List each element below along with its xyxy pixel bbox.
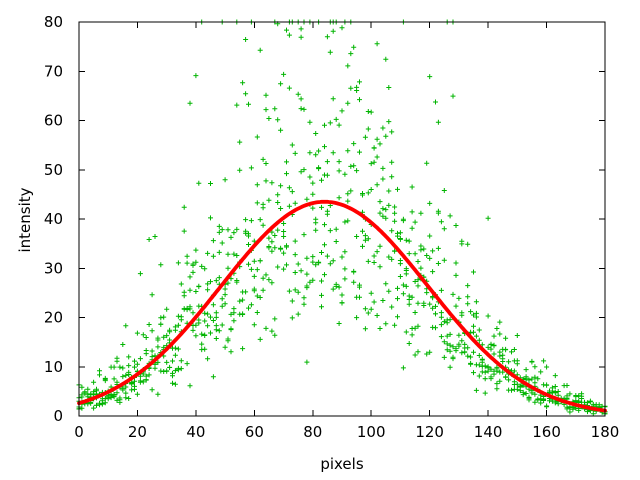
- y-tick-label: 60: [44, 112, 63, 130]
- y-tick-label: 30: [44, 259, 63, 277]
- x-tick-label: 80: [303, 423, 322, 441]
- fit-line: [77, 199, 607, 413]
- y-tick-label: 20: [44, 309, 63, 327]
- axis-ticks: [78, 21, 606, 417]
- y-tick-label: 80: [44, 13, 63, 31]
- y-tick-label: 0: [53, 407, 63, 425]
- x-tick-label: 0: [74, 423, 84, 441]
- x-tick-label: 160: [532, 423, 561, 441]
- y-tick-label: 50: [44, 161, 63, 179]
- x-tick-label: 40: [186, 423, 205, 441]
- y-tick-label: 40: [44, 210, 63, 228]
- x-tick-label: 140: [474, 423, 503, 441]
- x-tick-labels: 0 20 40 60 80 100 120 140 160 180: [74, 423, 619, 441]
- tick-marks: [78, 21, 606, 417]
- gaussian-fit-curve: [77, 199, 607, 413]
- y-tick-labels: 0 10 20 30 40 50 60 70 80: [44, 13, 63, 425]
- x-tick-label: 20: [128, 423, 147, 441]
- x-axis-label: pixels: [320, 455, 364, 473]
- y-tick-label: 70: [44, 62, 63, 80]
- x-tick-label: 180: [591, 423, 620, 441]
- x-tick-label: 100: [357, 423, 386, 441]
- y-axis-label: intensity: [16, 187, 34, 252]
- x-tick-label: 120: [415, 423, 444, 441]
- y-tick-label: 10: [44, 358, 63, 376]
- x-tick-label: 60: [245, 423, 264, 441]
